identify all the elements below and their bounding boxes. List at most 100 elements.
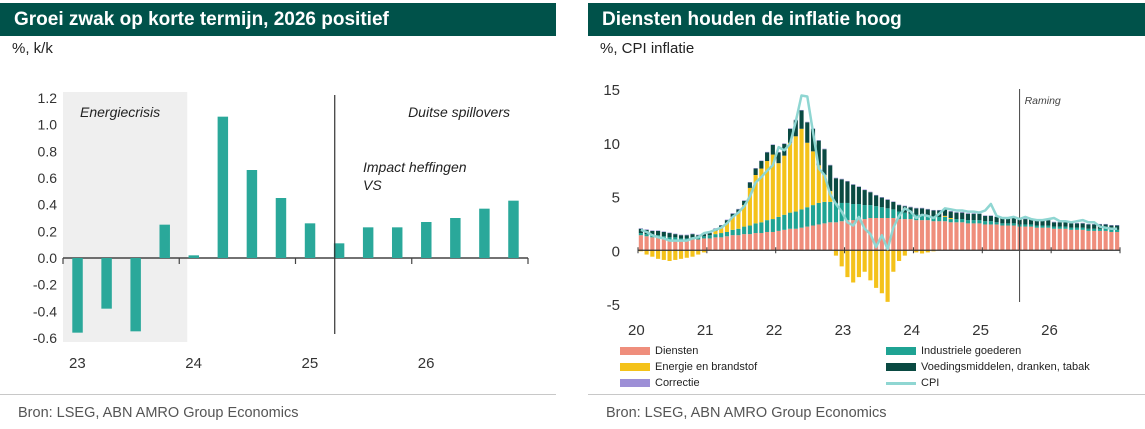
stacked-bar-segment [1080, 223, 1085, 228]
stacked-bar-segment [1057, 226, 1062, 229]
legend-label: Voedingsmiddelen, dranken, tabak [921, 361, 1090, 373]
stacked-bar-segment [948, 222, 953, 251]
stacked-bar-segment [770, 231, 775, 251]
legend-swatch [620, 363, 650, 371]
stacked-bar-segment [983, 221, 988, 225]
inflation-stacked-chart: -5 0 5 10 15 20 21 22 23 24 25 26 Raming [603, 82, 1121, 339]
annotation-spillovers: Duitse spillovers [408, 104, 510, 120]
stacked-bar-segment [971, 213, 976, 214]
stacked-bar-segment [925, 250, 930, 253]
stacked-bar-segment [1080, 229, 1085, 251]
stacked-bar-segment [1074, 227, 1080, 230]
stacked-bar-segment [885, 250, 890, 302]
stacked-bar-segment [713, 230, 718, 235]
stacked-bar-segment [730, 229, 735, 236]
stacked-bar-segment [730, 213, 735, 214]
stacked-bar-segment [810, 205, 816, 226]
stacked-bar-segment [673, 234, 678, 238]
stacked-bar-segment [719, 224, 724, 226]
stacked-bar-segment [1115, 231, 1120, 251]
stacked-bar-segment [793, 120, 798, 137]
bar [362, 227, 374, 258]
stacked-bar-segment [914, 220, 919, 251]
stacked-bar-segment [690, 234, 695, 238]
stacked-bar-segment [856, 186, 861, 187]
stacked-bar-segment [828, 165, 833, 192]
stacked-bar-segment [805, 226, 810, 251]
stacked-bar-segment [856, 250, 861, 278]
stacked-bar-segment [845, 202, 850, 221]
stacked-bar-segment [776, 216, 781, 231]
stacked-bar-segment [983, 224, 988, 251]
chart-title: Diensten houden de inflatie hoog [588, 3, 1145, 36]
stacked-bar-segment [701, 234, 707, 237]
stacked-bar-segment [931, 210, 936, 217]
stacked-bar-segment [1115, 229, 1120, 232]
source-note: Bron: LSEG, ABN AMRO Group Economics [18, 405, 299, 421]
stacked-bar-segment [845, 181, 850, 203]
stacked-bar-segment [661, 238, 666, 251]
stacked-bar-segment [753, 168, 758, 175]
stacked-bar-segment [977, 223, 982, 251]
stacked-bar-segment [1109, 224, 1114, 226]
stacked-bar-segment [747, 225, 752, 235]
y-tick-label: 1.0 [38, 117, 58, 133]
y-tick-label: 0.4 [38, 197, 58, 213]
y-tick-label: 10 [603, 136, 620, 153]
stacked-bar-segment [891, 218, 896, 251]
stacked-bar-segment [787, 142, 793, 213]
stacked-bar-segment [919, 250, 925, 254]
stacked-bar-segment [765, 231, 770, 251]
stacked-bar-segment [1006, 218, 1011, 224]
stacked-bar-segment [994, 216, 999, 223]
stacked-bar-segment [937, 209, 942, 211]
x-tick-label: 25 [302, 355, 319, 372]
stacked-bar-segment [885, 218, 890, 251]
stacked-bar-segment [891, 201, 896, 210]
stacked-bar-segment [1109, 229, 1114, 232]
stacked-bar-segment [776, 163, 781, 217]
stacked-bar-segment [925, 215, 930, 221]
stacked-bar-segment [868, 250, 873, 281]
stacked-bar-segment [839, 178, 844, 180]
stacked-bar-segment [656, 230, 661, 231]
stacked-bar-segment [684, 240, 689, 251]
stacked-bar-segment [891, 209, 896, 218]
stacked-bar-segment [644, 250, 649, 255]
bar [333, 243, 345, 258]
stacked-bar-segment [1051, 222, 1057, 227]
stacked-bar-segment [696, 234, 701, 236]
stacked-bar-segment [747, 182, 752, 188]
stacked-bar-segment [988, 224, 993, 251]
stacked-bar-segment [1069, 227, 1074, 230]
stacked-bar-segment [753, 175, 758, 224]
stacked-bar-segment [747, 234, 752, 251]
stacked-bar-segment [701, 236, 707, 239]
stacked-bar-segment [810, 225, 816, 251]
y-tick-label: -0.4 [33, 303, 57, 319]
stacked-bar-segment [678, 234, 684, 236]
stacked-bar-segment [667, 250, 672, 261]
stacked-bar-segment [736, 235, 741, 251]
stacked-bar-segment [747, 187, 752, 226]
stacked-bar-segment [667, 233, 672, 238]
stacked-bar-segment [765, 161, 770, 221]
stacked-bar-segment [1011, 223, 1016, 226]
stacked-bar-segment [747, 181, 752, 183]
y-tick-label: 0 [612, 243, 620, 260]
bar [508, 200, 519, 258]
stacked-bar-segment [742, 200, 747, 206]
stacked-bar-segment [1092, 223, 1097, 225]
stacked-bar-segment [793, 211, 798, 229]
stacked-bar-segment [1023, 226, 1028, 251]
stacked-bar-segment [994, 222, 999, 225]
stacked-bar-segment [713, 234, 718, 238]
stacked-bar-segment [759, 222, 764, 234]
stacked-bar-segment [851, 250, 856, 283]
stacked-bar-segment [1086, 228, 1091, 231]
stacked-bar-segment [897, 250, 902, 261]
stacked-bar-segment [828, 164, 833, 166]
stacked-bar-segment [650, 230, 655, 236]
stacked-bar-segment [965, 223, 971, 251]
stacked-bar-segment [885, 199, 890, 209]
